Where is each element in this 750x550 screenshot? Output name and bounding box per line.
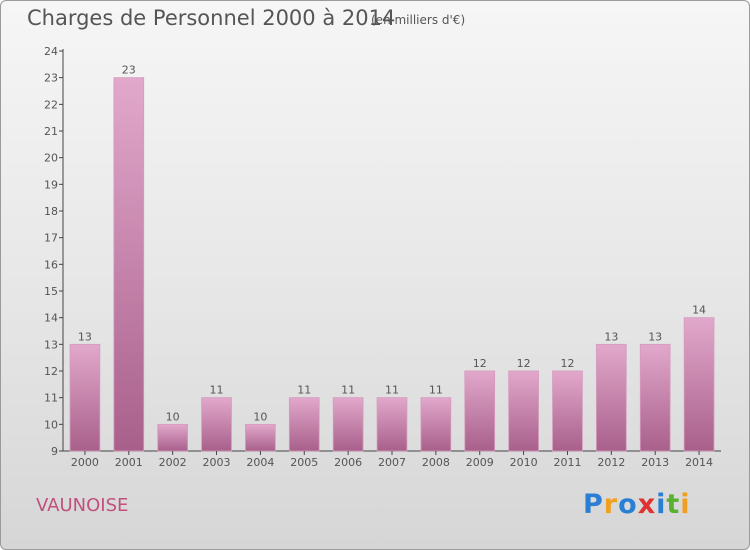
bar xyxy=(245,423,276,452)
x-tick-label: 2012 xyxy=(597,456,625,469)
proxiti-logo: Proxiti xyxy=(583,489,691,520)
data-label: 23 xyxy=(122,64,136,77)
bar xyxy=(552,370,583,452)
commune-name: VAUNOISE xyxy=(36,495,129,516)
x-tick-label: 2003 xyxy=(203,456,231,469)
bar xyxy=(683,317,715,452)
logo-letter: i xyxy=(656,489,667,520)
bar xyxy=(113,77,145,452)
data-label: 11 xyxy=(429,384,443,397)
logo-letter: r xyxy=(603,489,619,520)
y-tick-label: 20 xyxy=(44,152,58,165)
data-label: 12 xyxy=(473,357,487,370)
y-tick-label: 15 xyxy=(44,285,58,298)
y-tick-label: 12 xyxy=(44,365,58,378)
x-tick-label: 2007 xyxy=(378,456,406,469)
data-label: 13 xyxy=(604,330,618,343)
logo-letter: t xyxy=(666,489,681,520)
y-tick-label: 10 xyxy=(44,418,58,431)
data-label: 10 xyxy=(253,410,267,423)
x-tick-label: 2002 xyxy=(159,456,187,469)
chart-title: Charges de Personnel 2000 à 2014 xyxy=(27,6,396,30)
y-tick-label: 13 xyxy=(44,338,58,351)
bar xyxy=(332,397,364,452)
bar xyxy=(288,397,320,452)
x-tick-label: 2009 xyxy=(466,456,494,469)
data-label: 11 xyxy=(341,384,355,397)
y-tick-label: 24 xyxy=(44,45,58,58)
x-tick-label: 2000 xyxy=(71,456,99,469)
bar xyxy=(157,423,188,452)
y-tick-label: 14 xyxy=(44,312,58,325)
x-tick-label: 2008 xyxy=(422,456,450,469)
x-tick-label: 2014 xyxy=(685,456,713,469)
bar xyxy=(201,397,232,452)
data-label: 12 xyxy=(517,357,531,370)
logo-letter: o xyxy=(618,489,638,520)
data-label: 13 xyxy=(78,330,92,343)
y-tick-label: 23 xyxy=(44,72,58,85)
x-tick-label: 2006 xyxy=(334,456,362,469)
y-tick-label: 9 xyxy=(51,445,58,458)
bar xyxy=(508,370,539,452)
y-tick-label: 21 xyxy=(44,125,58,138)
chart-subtitle: (en milliers d'€) xyxy=(371,13,466,27)
bar xyxy=(420,397,452,452)
x-tick-label: 2005 xyxy=(290,456,318,469)
x-tick-label: 2001 xyxy=(115,456,143,469)
data-label: 11 xyxy=(385,384,399,397)
data-label: 13 xyxy=(648,330,662,343)
y-tick-label: 18 xyxy=(44,205,58,218)
logo-letter: i xyxy=(680,489,691,520)
data-label: 11 xyxy=(210,384,224,397)
logo-letter: P xyxy=(583,489,604,520)
x-tick-label: 2011 xyxy=(553,456,581,469)
bar xyxy=(639,343,671,452)
bar xyxy=(69,343,101,452)
data-label: 11 xyxy=(297,384,311,397)
data-label: 12 xyxy=(560,357,574,370)
y-tick-label: 11 xyxy=(44,392,58,405)
bar xyxy=(376,397,408,452)
x-tick-label: 2013 xyxy=(641,456,669,469)
y-tick-label: 17 xyxy=(44,232,58,245)
y-tick-label: 22 xyxy=(44,98,58,111)
y-tick-label: 19 xyxy=(44,178,58,191)
logo-letter: x xyxy=(637,489,657,520)
bar xyxy=(464,370,496,452)
bar xyxy=(596,343,627,452)
x-tick-label: 2004 xyxy=(246,456,274,469)
y-tick-label: 16 xyxy=(44,258,58,271)
data-label: 10 xyxy=(166,410,180,423)
x-tick-label: 2010 xyxy=(510,456,538,469)
data-label: 14 xyxy=(692,304,706,317)
